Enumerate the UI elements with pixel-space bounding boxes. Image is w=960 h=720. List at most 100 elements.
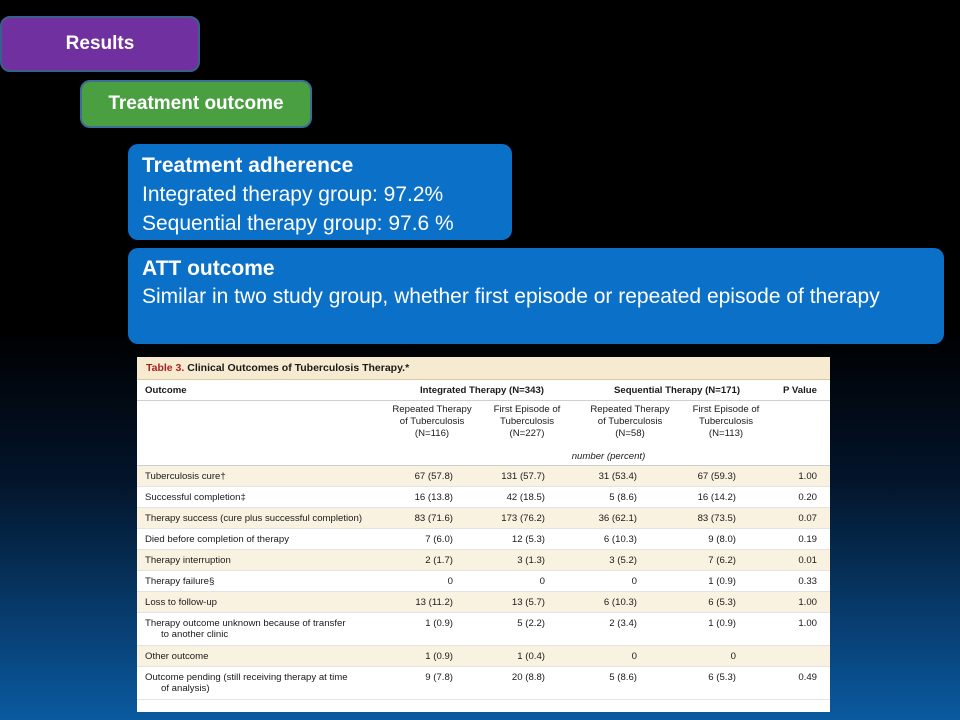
cell-value: 1 (0.9)	[425, 651, 453, 662]
cell-value: 67 (57.8)	[414, 471, 453, 482]
cell-p-value: 0.33	[798, 576, 817, 587]
row-label: Therapy success (cure plus successful co…	[145, 513, 363, 524]
cell-value: 42 (18.5)	[506, 492, 545, 503]
row-label: Outcome pending (still receiving therapy…	[145, 672, 385, 694]
cell-value: 0	[631, 576, 637, 587]
cell-value: 31 (53.4)	[598, 471, 637, 482]
subheader-sequential-repeated: Repeated Therapy of Tuberculosis (N=58)	[580, 404, 680, 440]
subheader-line: of Tuberculosis	[399, 416, 465, 427]
cell-value: 2 (3.4)	[609, 618, 637, 629]
cell-value: 6 (10.3)	[603, 597, 637, 608]
subheader-line: Tuberculosis	[698, 416, 754, 427]
cell-value: 16 (13.8)	[414, 492, 453, 503]
table-header: Outcome Integrated Therapy (N=343) Seque…	[137, 380, 830, 401]
cell-value: 6 (10.3)	[603, 534, 637, 545]
table-row: Successful completion‡ 16 (13.8) 42 (18.…	[137, 487, 830, 508]
cell-value: 83 (73.5)	[697, 513, 736, 524]
cell-value: 36 (62.1)	[598, 513, 637, 524]
cell-value: 13 (5.7)	[511, 597, 545, 608]
table-row: Tuberculosis cure† 67 (57.8) 131 (57.7) …	[137, 466, 830, 487]
subheader-line: of Tuberculosis	[597, 416, 663, 427]
att-body: Similar in two study group, whether firs…	[142, 285, 880, 308]
cell-value: 7 (6.0)	[425, 534, 453, 545]
subheader-line: (N=113)	[708, 428, 744, 439]
table-title-text: Clinical Outcomes of Tuberculosis Therap…	[187, 362, 410, 374]
treatment-adherence-box: Treatment adherence Integrated therapy g…	[128, 144, 512, 240]
cell-value: 67 (59.3)	[697, 471, 736, 482]
outcomes-table: Table 3. Clinical Outcomes of Tuberculos…	[137, 357, 830, 712]
cell-p-value: 0.01	[798, 555, 817, 566]
cell-value: 20 (8.8)	[511, 672, 545, 683]
subheader-integrated-first: First Episode of Tuberculosis (N=227)	[482, 404, 572, 440]
cell-p-value: 0.49	[798, 672, 817, 683]
header-integrated: Integrated Therapy (N=343)	[420, 385, 544, 396]
cell-value: 9 (7.8)	[425, 672, 453, 683]
subheader-line: Repeated Therapy	[392, 404, 472, 415]
table-row: Therapy outcome unknown because of trans…	[137, 613, 830, 646]
row-label: Successful completion‡	[145, 492, 246, 503]
att-heading: ATT outcome	[142, 257, 275, 280]
cell-value: 0	[730, 651, 736, 662]
subheader-line: First Episode of	[692, 404, 760, 415]
cell-value: 5 (8.6)	[609, 672, 637, 683]
cell-value: 3 (1.3)	[517, 555, 545, 566]
header-outcome: Outcome	[145, 385, 187, 396]
subheader-line: (N=116)	[414, 428, 450, 439]
table-number: Table 3.	[146, 362, 185, 374]
cell-p-value: 0.07	[798, 513, 817, 524]
row-label: Loss to follow-up	[145, 597, 217, 608]
cell-value: 12 (5.3)	[511, 534, 545, 545]
table-row: Therapy failure§ 0 0 0 1 (0.9) 0.33	[137, 571, 830, 592]
subheader-line: (N=58)	[615, 428, 645, 439]
cell-p-value: 1.00	[798, 618, 817, 629]
cell-value: 1 (0.9)	[708, 618, 736, 629]
cell-value: 0	[539, 576, 545, 587]
subheader-line: (N=227)	[509, 428, 545, 439]
cell-value: 7 (6.2)	[708, 555, 736, 566]
treatment-outcome-label: Treatment outcome	[80, 80, 312, 128]
cell-value: 13 (11.2)	[415, 597, 453, 608]
row-label-line: Outcome pending (still receiving therapy…	[145, 672, 348, 683]
cell-value: 1 (0.9)	[708, 576, 736, 587]
adherence-sequential: Sequential therapy group: 97.6 %	[142, 212, 454, 235]
row-label: Other outcome	[145, 651, 209, 662]
row-label-continuation: of analysis)	[161, 683, 210, 694]
row-label: Therapy failure§	[145, 576, 215, 587]
table-row: Loss to follow-up 13 (11.2) 13 (5.7) 6 (…	[137, 592, 830, 613]
row-label-line: Therapy outcome unknown because of trans…	[145, 618, 346, 629]
cell-value: 2 (1.7)	[425, 555, 453, 566]
row-label: Therapy interruption	[145, 555, 231, 566]
cell-value: 5 (8.6)	[609, 492, 637, 503]
cell-value: 0	[447, 576, 453, 587]
cell-value: 9 (8.0)	[708, 534, 736, 545]
cell-value: 83 (71.6)	[414, 513, 453, 524]
subheader-line: Repeated Therapy	[590, 404, 670, 415]
results-label: Results	[0, 16, 200, 72]
subheader-integrated-repeated: Repeated Therapy of Tuberculosis (N=116)	[382, 404, 482, 440]
cell-value: 3 (5.2)	[609, 555, 637, 566]
table-subheader: Repeated Therapy of Tuberculosis (N=116)…	[137, 401, 830, 449]
adherence-heading: Treatment adherence	[142, 154, 354, 177]
subheader-line: First Episode of	[493, 404, 561, 415]
att-outcome-box: ATT outcome Similar in two study group, …	[128, 248, 944, 344]
cell-value: 173 (76.2)	[501, 513, 545, 524]
cell-value: 1 (0.9)	[425, 618, 453, 629]
cell-value: 6 (5.3)	[708, 672, 736, 683]
cell-value: 131 (57.7)	[501, 471, 545, 482]
table-row: Therapy interruption 2 (1.7) 3 (1.3) 3 (…	[137, 550, 830, 571]
table-row: Therapy success (cure plus successful co…	[137, 508, 830, 529]
header-sequential: Sequential Therapy (N=171)	[613, 385, 741, 396]
adherence-integrated: Integrated therapy group: 97.2%	[142, 183, 444, 206]
header-p-value: P Value	[783, 385, 817, 396]
cell-value: 5 (2.2)	[517, 618, 545, 629]
row-label: Tuberculosis cure†	[145, 471, 226, 482]
subheader-line: Tuberculosis	[499, 416, 555, 427]
cell-p-value: 0.19	[798, 534, 817, 545]
cell-value: 16 (14.2)	[697, 492, 736, 503]
cell-p-value: 1.00	[798, 471, 817, 482]
row-label-continuation: to another clinic	[161, 629, 229, 640]
table-row: Died before completion of therapy 7 (6.0…	[137, 529, 830, 550]
table-row: Other outcome 1 (0.9) 1 (0.4) 0 0	[137, 646, 830, 667]
cell-p-value: 0.20	[798, 492, 817, 503]
row-label: Therapy outcome unknown because of trans…	[145, 618, 385, 640]
